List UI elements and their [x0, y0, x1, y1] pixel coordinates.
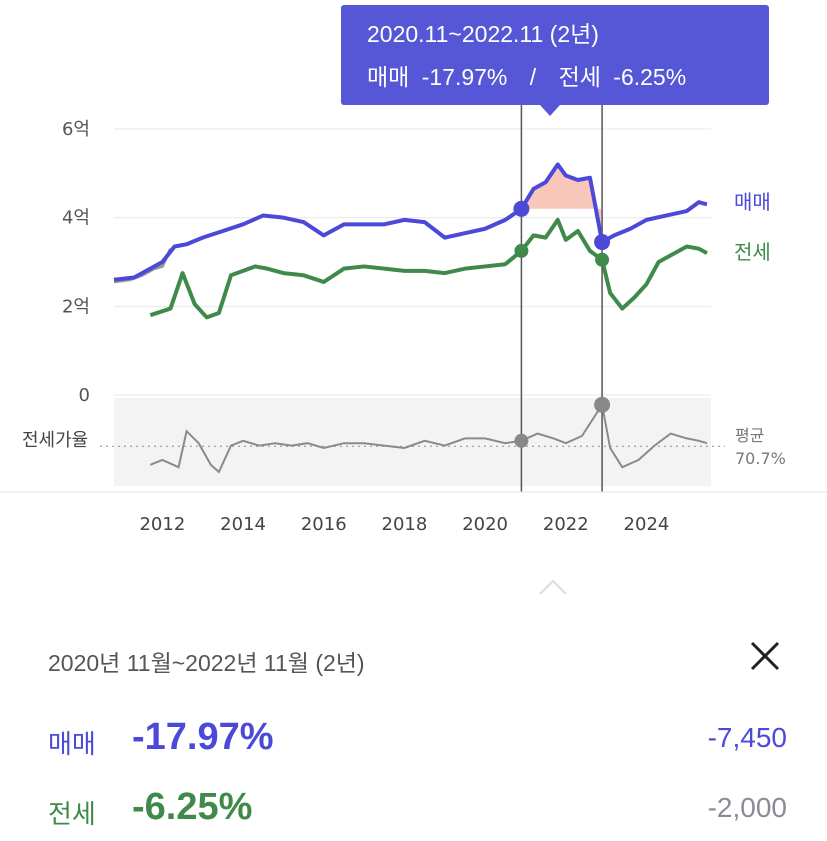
series-label-lease: 전세 — [734, 240, 771, 264]
sale-start-point — [513, 200, 530, 217]
y-tick-label: 0 — [79, 385, 90, 406]
detail-sale-pct: -17.97% — [132, 716, 274, 758]
x-tick-label: 2016 — [301, 514, 347, 535]
detail-lease-pct: -6.25% — [132, 786, 253, 828]
close-icon[interactable] — [747, 638, 783, 674]
detail-lease-label: 전세 — [48, 799, 96, 829]
tooltip-sale-pct: -17.97% — [422, 64, 508, 90]
ratio-line — [149, 402, 708, 474]
x-tick-label: 2012 — [139, 514, 185, 535]
grid: 6억 4억 2억 0 — [62, 119, 711, 406]
x-tick-label: 2014 — [220, 514, 266, 535]
x-tick-label: 2022 — [543, 514, 589, 535]
detail-sale-amount: -7,450 — [707, 722, 787, 753]
selection-fill — [521, 164, 603, 243]
detail-sale-label: 매매 — [48, 729, 96, 759]
selection-markers — [513, 105, 611, 492]
x-tick-label: 2018 — [382, 514, 428, 535]
series-line-sale — [113, 162, 708, 282]
tooltip-lease-pct: -6.25% — [613, 64, 686, 90]
chevron-up-icon[interactable] — [539, 579, 567, 595]
ratio-panel — [100, 402, 725, 474]
y-tick-label: 4억 — [62, 208, 90, 229]
ratio-avg-label: 평균 — [735, 426, 764, 445]
ratio-label: 전세가율 — [22, 430, 88, 451]
selection-area — [521, 164, 603, 243]
tooltip-sale-label: 매매 — [367, 64, 409, 90]
ratio-panel-bg — [114, 398, 711, 486]
detail-period: 2020년 11월~2022년 11월 (2년) — [48, 650, 365, 676]
ratio-start-point — [514, 433, 529, 448]
sale-end-point — [594, 234, 611, 251]
tooltip-period: 2020.11~2022.11 (2년) — [367, 21, 599, 47]
x-tick-label: 2020 — [462, 514, 508, 535]
detail-panel: 2020년 11월~2022년 11월 (2년) 매매 -17.97% -7,4… — [0, 620, 827, 841]
range-tooltip: 2020.11~2022.11 (2년) 매매 -17.97% / 전세 -6.… — [341, 5, 769, 116]
y-tick-label: 2억 — [62, 296, 90, 317]
detail-lease-amount: -2,000 — [707, 792, 787, 823]
x-axis: 2012 2014 2016 2018 2020 2022 2024 — [139, 514, 669, 535]
series-label-sale: 매매 — [734, 190, 771, 214]
price-chart: 2020.11~2022.11 (2년) 매매 -17.97% / 전세 -6.… — [0, 5, 827, 595]
tooltip-separator: / — [530, 64, 537, 90]
svg-text:매매 -17.97% /: 매매 -17.97% / 전세 -6.25% — [367, 64, 686, 90]
tooltip-lease-label: 전세 — [559, 64, 601, 90]
detail-row-sale: 매매 -17.97% -7,450 — [48, 716, 787, 762]
ratio-avg-value: 70.7% — [735, 449, 786, 468]
series-lines — [113, 162, 708, 320]
lease-end-point — [595, 252, 610, 267]
series-line-lease — [149, 217, 708, 320]
detail-row-lease: 전세 -6.25% -2,000 — [48, 786, 787, 832]
x-tick-label: 2024 — [624, 514, 670, 535]
ratio-end-point — [594, 396, 611, 413]
lease-start-point — [514, 243, 529, 258]
y-tick-label: 6억 — [62, 119, 90, 140]
